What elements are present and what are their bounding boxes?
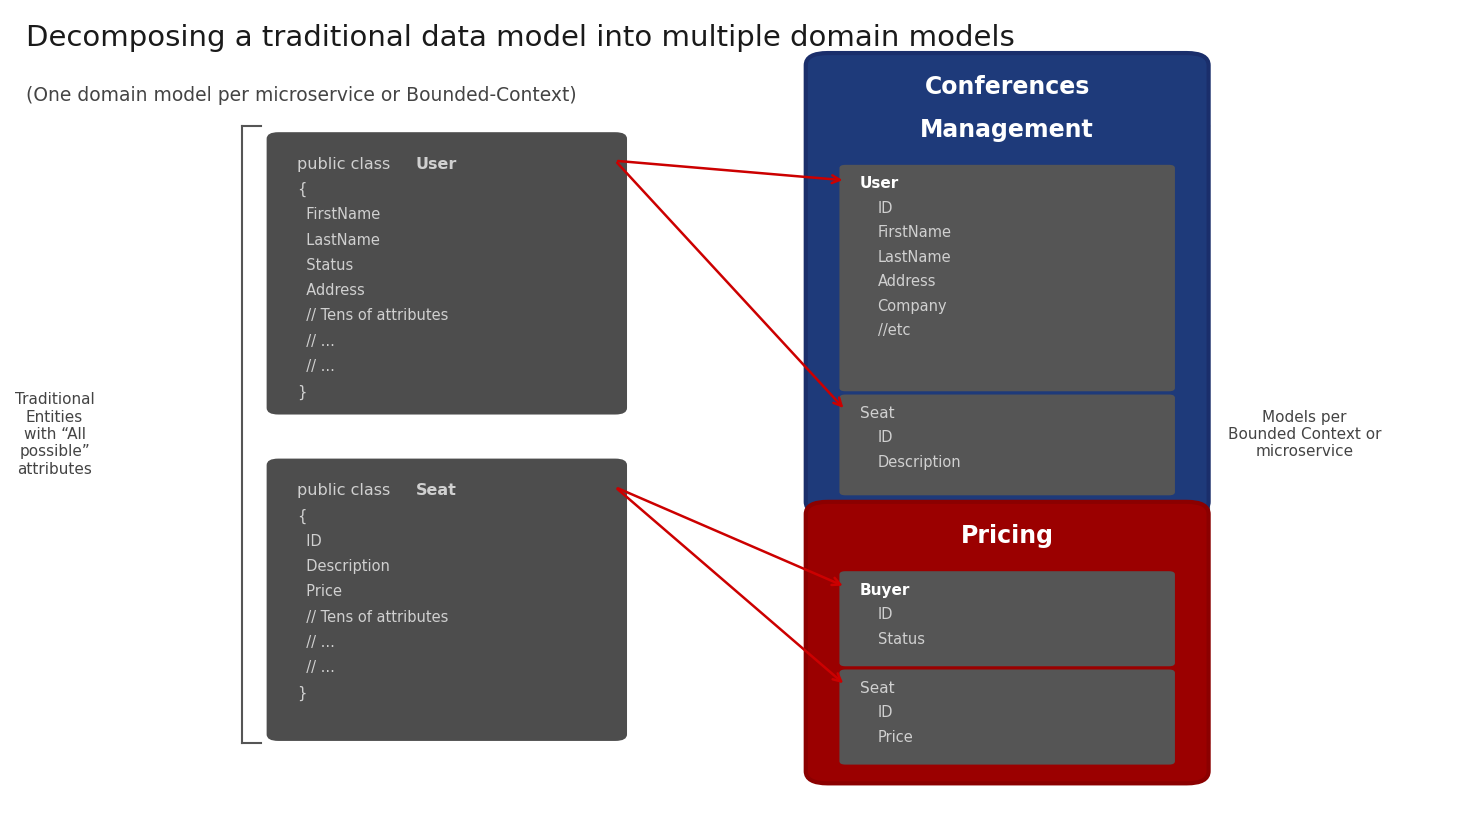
FancyBboxPatch shape <box>839 571 1175 666</box>
Text: ID: ID <box>297 534 322 548</box>
Text: ID: ID <box>878 431 894 446</box>
FancyBboxPatch shape <box>839 669 1175 765</box>
Text: Price: Price <box>297 584 343 599</box>
Text: ID: ID <box>878 201 894 215</box>
Text: Management: Management <box>920 118 1094 141</box>
Text: FirstName: FirstName <box>878 225 952 240</box>
Text: User: User <box>416 157 457 171</box>
Text: Decomposing a traditional data model into multiple domain models: Decomposing a traditional data model int… <box>26 24 1015 52</box>
Text: Company: Company <box>878 299 948 313</box>
Text: Traditional
Entities
with “All
possible”
attributes: Traditional Entities with “All possible”… <box>15 392 94 477</box>
Text: Seat: Seat <box>860 406 895 421</box>
Text: // ...: // ... <box>297 635 335 650</box>
Text: ID: ID <box>878 705 894 721</box>
Text: }: } <box>297 384 306 400</box>
FancyBboxPatch shape <box>839 395 1175 495</box>
Text: User: User <box>860 176 900 191</box>
Text: // Tens of attributes: // Tens of attributes <box>297 610 448 624</box>
Text: public class: public class <box>297 157 396 171</box>
Text: Pricing: Pricing <box>961 524 1053 548</box>
Text: Description: Description <box>297 559 390 574</box>
Text: LastName: LastName <box>878 250 951 264</box>
Text: // Tens of attributes: // Tens of attributes <box>297 308 448 323</box>
Text: Seat: Seat <box>860 681 895 696</box>
Text: ID: ID <box>878 607 894 622</box>
Text: (One domain model per microservice or Bounded-Context): (One domain model per microservice or Bo… <box>26 86 577 104</box>
Text: Status: Status <box>878 632 924 646</box>
FancyBboxPatch shape <box>839 165 1175 392</box>
Text: Buyer: Buyer <box>860 583 910 597</box>
Text: Conferences: Conferences <box>924 75 1090 99</box>
Text: {: { <box>297 182 306 197</box>
Text: Price: Price <box>878 730 913 745</box>
Text: //etc: //etc <box>878 323 910 338</box>
Text: // ...: // ... <box>297 660 335 675</box>
FancyBboxPatch shape <box>267 459 627 741</box>
FancyBboxPatch shape <box>806 502 1209 783</box>
Text: // ...: // ... <box>297 334 335 348</box>
Text: Description: Description <box>878 455 961 470</box>
Text: // ...: // ... <box>297 359 335 374</box>
Text: Seat: Seat <box>416 483 457 498</box>
FancyBboxPatch shape <box>806 53 1209 514</box>
Text: LastName: LastName <box>297 233 381 247</box>
Text: }: } <box>297 685 306 701</box>
FancyBboxPatch shape <box>267 132 627 415</box>
Text: Models per
Bounded Context or
microservice: Models per Bounded Context or microservi… <box>1228 410 1381 459</box>
Text: Address: Address <box>878 274 936 289</box>
Text: Status: Status <box>297 258 353 273</box>
Text: public class: public class <box>297 483 396 498</box>
Text: FirstName: FirstName <box>297 207 381 222</box>
Text: {: { <box>297 508 306 524</box>
Text: Address: Address <box>297 283 365 298</box>
